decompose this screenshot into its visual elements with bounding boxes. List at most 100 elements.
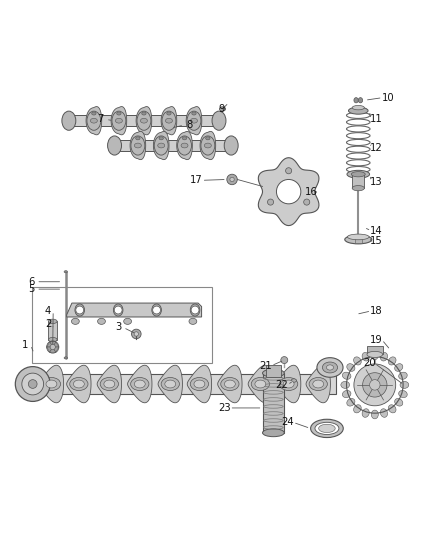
Text: 10: 10 — [381, 93, 394, 103]
Ellipse shape — [352, 106, 364, 110]
Circle shape — [304, 199, 310, 205]
Polygon shape — [177, 132, 192, 159]
Ellipse shape — [117, 112, 121, 115]
Ellipse shape — [158, 143, 165, 148]
Bar — [48, 321, 57, 340]
Polygon shape — [161, 107, 177, 135]
Ellipse shape — [362, 352, 369, 361]
Ellipse shape — [100, 377, 118, 391]
Circle shape — [76, 306, 84, 314]
Ellipse shape — [131, 377, 149, 391]
Ellipse shape — [98, 318, 106, 325]
Ellipse shape — [224, 136, 238, 155]
Ellipse shape — [161, 377, 180, 391]
Ellipse shape — [64, 357, 67, 359]
Ellipse shape — [262, 429, 284, 437]
Ellipse shape — [113, 304, 123, 316]
Bar — [32, 287, 212, 363]
Ellipse shape — [395, 364, 403, 372]
Ellipse shape — [192, 112, 196, 115]
Polygon shape — [158, 365, 183, 403]
Polygon shape — [276, 365, 301, 403]
Circle shape — [363, 373, 387, 397]
Polygon shape — [248, 365, 272, 403]
Ellipse shape — [187, 111, 201, 130]
Ellipse shape — [62, 111, 76, 130]
Bar — [115, 140, 231, 151]
Ellipse shape — [162, 111, 176, 130]
Circle shape — [370, 379, 380, 390]
Polygon shape — [49, 347, 56, 352]
Bar — [69, 116, 219, 126]
Ellipse shape — [311, 419, 343, 438]
Polygon shape — [47, 347, 53, 352]
Circle shape — [50, 344, 55, 350]
Text: 20: 20 — [363, 358, 375, 368]
Circle shape — [134, 332, 138, 336]
Ellipse shape — [255, 380, 266, 388]
Ellipse shape — [136, 137, 140, 140]
Polygon shape — [186, 107, 202, 135]
Text: 2: 2 — [45, 319, 51, 329]
Circle shape — [227, 174, 237, 184]
Ellipse shape — [201, 136, 215, 155]
Ellipse shape — [399, 391, 407, 398]
Ellipse shape — [395, 399, 403, 406]
Bar — [39, 375, 336, 393]
Ellipse shape — [167, 112, 171, 115]
Ellipse shape — [142, 112, 146, 115]
Ellipse shape — [166, 118, 173, 123]
Ellipse shape — [64, 271, 67, 273]
Ellipse shape — [190, 304, 200, 316]
Ellipse shape — [315, 422, 339, 434]
Circle shape — [131, 329, 141, 339]
Ellipse shape — [251, 377, 269, 391]
Ellipse shape — [190, 377, 208, 391]
Ellipse shape — [317, 358, 343, 377]
Ellipse shape — [221, 377, 239, 391]
Ellipse shape — [46, 380, 57, 388]
Ellipse shape — [70, 377, 88, 391]
Circle shape — [286, 168, 292, 174]
Circle shape — [281, 357, 288, 364]
Ellipse shape — [224, 380, 235, 388]
Ellipse shape — [354, 98, 358, 103]
Ellipse shape — [371, 410, 378, 419]
Ellipse shape — [212, 111, 226, 130]
Circle shape — [230, 177, 234, 182]
Ellipse shape — [347, 399, 355, 406]
Ellipse shape — [48, 319, 57, 324]
Circle shape — [22, 373, 44, 395]
Polygon shape — [187, 365, 212, 403]
Ellipse shape — [206, 137, 210, 140]
Ellipse shape — [92, 112, 96, 115]
Ellipse shape — [343, 391, 351, 398]
Ellipse shape — [400, 382, 409, 389]
Text: 24: 24 — [282, 417, 294, 427]
Ellipse shape — [112, 111, 126, 130]
Ellipse shape — [326, 365, 333, 370]
Text: 6: 6 — [28, 277, 34, 287]
Text: 9: 9 — [218, 104, 224, 114]
Ellipse shape — [154, 136, 168, 155]
Circle shape — [153, 306, 161, 314]
Ellipse shape — [343, 372, 351, 379]
Text: 23: 23 — [218, 403, 230, 413]
Ellipse shape — [177, 136, 191, 155]
Polygon shape — [111, 107, 127, 135]
Polygon shape — [49, 342, 56, 347]
Ellipse shape — [152, 304, 162, 316]
Text: 16: 16 — [305, 187, 318, 197]
Circle shape — [276, 180, 301, 204]
Bar — [355, 238, 362, 243]
Polygon shape — [306, 365, 330, 403]
Ellipse shape — [353, 405, 361, 413]
Ellipse shape — [291, 379, 297, 382]
Polygon shape — [130, 132, 146, 159]
Ellipse shape — [362, 409, 369, 417]
Text: 15: 15 — [370, 236, 383, 246]
Polygon shape — [258, 158, 319, 225]
Ellipse shape — [389, 357, 396, 365]
Ellipse shape — [313, 380, 324, 388]
Circle shape — [191, 306, 199, 314]
